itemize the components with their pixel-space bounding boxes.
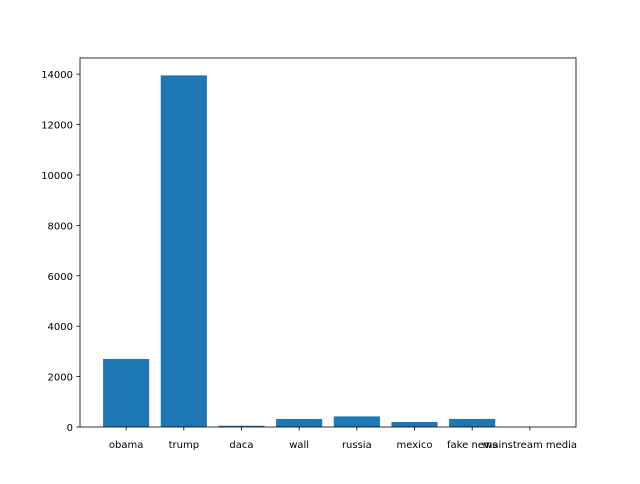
y-tick-label: 0 xyxy=(67,423,73,434)
x-tick-label: mainstream media xyxy=(483,440,577,451)
x-tick-label: daca xyxy=(229,440,253,451)
plot-frame xyxy=(80,58,576,427)
x-tick-label: mexico xyxy=(396,440,432,451)
bar-fake-news xyxy=(449,419,495,427)
bar-trump xyxy=(161,75,207,427)
y-tick-label: 6000 xyxy=(48,272,73,283)
y-tick-label: 14000 xyxy=(41,70,73,81)
x-tick-label: obama xyxy=(109,440,143,451)
x-tick-label: trump xyxy=(169,440,199,451)
y-axis: 0 2000 4000 6000 8000 10000 12000 14000 xyxy=(41,70,80,434)
bar-obama xyxy=(103,359,149,427)
bars-group xyxy=(103,75,553,427)
y-tick-label: 12000 xyxy=(41,121,73,132)
y-tick-label: 4000 xyxy=(48,322,73,333)
y-tick-label: 8000 xyxy=(48,221,73,232)
bar-russia xyxy=(334,416,380,427)
x-tick-label: russia xyxy=(342,440,372,451)
y-tick-label: 2000 xyxy=(48,373,73,384)
bar-mexico xyxy=(391,422,437,427)
y-tick-label: 10000 xyxy=(41,171,73,182)
x-tick-label: wall xyxy=(289,440,309,451)
bar-wall xyxy=(276,419,322,427)
